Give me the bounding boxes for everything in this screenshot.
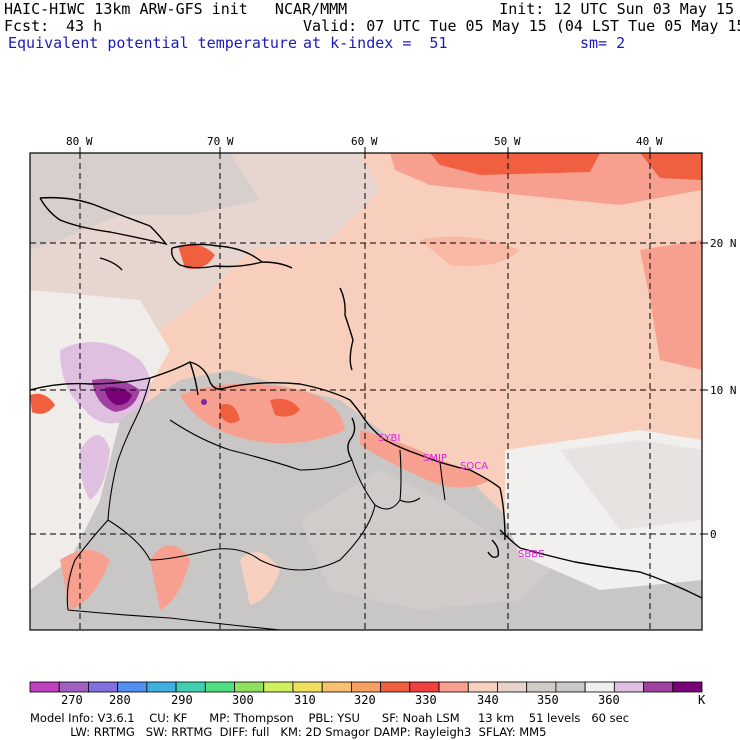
colorbar-swatch xyxy=(613,681,644,693)
colorbar-swatch xyxy=(29,681,60,693)
lon-label-40w: 40 W xyxy=(636,135,663,148)
colorbar-swatch xyxy=(555,681,586,693)
header-field-name: Equivalent potential temperature xyxy=(8,34,297,52)
colorbar-swatch xyxy=(234,681,265,693)
colorbar-swatch xyxy=(292,681,323,693)
colorbar-swatch xyxy=(438,681,469,693)
colorbar-swatch xyxy=(467,681,498,693)
colorbar-swatch xyxy=(321,681,352,693)
tick-marks xyxy=(79,147,708,535)
colorbar-label-280: 280 xyxy=(109,693,131,707)
lon-label-70w: 70 W xyxy=(207,135,234,148)
colorbar-swatch xyxy=(526,681,557,693)
colorbar-swatch xyxy=(350,681,382,693)
model-info-line2: LW: RRTMG SW: RRTMG DIFF: full KM: 2D Sm… xyxy=(30,725,547,739)
theta-e-field xyxy=(30,153,702,630)
colorbar-swatch xyxy=(58,681,89,693)
colorbar-label-350: 350 xyxy=(537,693,559,707)
colorbar-label-310: 310 xyxy=(294,693,316,707)
station-marker xyxy=(201,399,207,405)
colorbar-swatch xyxy=(497,681,528,693)
colorbar-swatch xyxy=(380,681,411,693)
colorbar-swatch xyxy=(409,681,440,693)
colorbar-swatch xyxy=(88,681,119,693)
lon-label-50w: 50 W xyxy=(494,135,521,148)
lat-label-10n: 10 N xyxy=(710,384,737,397)
colorbar-swatch xyxy=(175,681,206,693)
header-valid-time: Valid: 07 UTC Tue 05 May 15 (04 LST Tue … xyxy=(303,17,740,35)
lat-label-20n: 20 N xyxy=(710,237,737,250)
colorbar-label-300: 300 xyxy=(232,693,254,707)
colorbar-unit: K xyxy=(698,693,706,707)
country-borders xyxy=(66,377,446,630)
colorbar-swatch xyxy=(117,681,148,693)
colorbar-label-340: 340 xyxy=(477,693,499,707)
colorbar-swatch xyxy=(204,681,235,693)
station-sybi: SYBI xyxy=(378,433,400,444)
colorbar-label-330: 330 xyxy=(415,693,437,707)
lon-label-60w: 60 W xyxy=(351,135,378,148)
colorbar-label-290: 290 xyxy=(171,693,193,707)
header-level: at k-index = 51 xyxy=(303,34,448,52)
header-fcst-value: 43 h xyxy=(66,17,103,35)
header-init-time: Init: 12 UTC Sun 03 May 15 xyxy=(499,0,734,18)
colorbar-label-360: 360 xyxy=(598,693,620,707)
colorbar-label-270: 270 xyxy=(61,693,83,707)
colorbar-swatch xyxy=(146,681,177,693)
map-frame xyxy=(29,152,703,631)
station-sbbe: SBBE xyxy=(518,549,544,560)
colorbar xyxy=(29,681,703,693)
colorbar-label-320: 320 xyxy=(354,693,376,707)
colorbar-swatch xyxy=(263,681,294,693)
colorbar-swatch xyxy=(643,681,674,693)
colorbar-swatch xyxy=(672,681,703,693)
header-title: HAIC-HIWC 13km ARW-GFS init NCAR/MMM xyxy=(4,0,348,18)
model-info-line1: Model Info: V3.6.1 CU: KF MP: Thompson P… xyxy=(30,711,630,725)
header-smoothing: sm= 2 xyxy=(580,34,626,52)
colorbar-swatch xyxy=(584,681,615,693)
lat-label-0: 0 xyxy=(710,528,717,541)
station-smjp: SMJP xyxy=(423,453,447,464)
lon-label-80w: 80 W xyxy=(66,135,93,148)
graticule xyxy=(30,153,702,630)
station-soca: SOCA xyxy=(460,461,488,472)
header-fcst-label: Fcst: xyxy=(4,17,50,35)
